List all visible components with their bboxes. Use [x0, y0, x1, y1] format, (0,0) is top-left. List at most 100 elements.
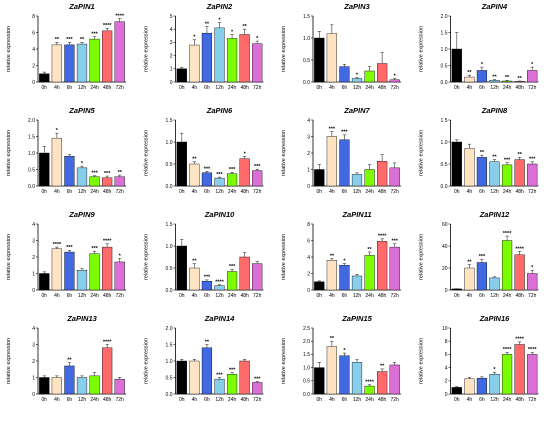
significance-label: ***	[91, 171, 98, 177]
bar	[464, 148, 475, 187]
y-tick-label: 3	[32, 238, 35, 244]
bar	[214, 27, 225, 83]
x-tick-label: 48h	[515, 293, 524, 299]
x-tick-label: 48h	[515, 189, 524, 195]
x-tick-label: 72h	[391, 293, 400, 299]
y-tick-label: 1.0	[166, 244, 173, 250]
x-tick-label: 4h	[467, 189, 473, 195]
y-tick-label: 8	[445, 339, 448, 345]
x-tick-label: 72h	[253, 189, 262, 195]
significance-label: **	[380, 364, 385, 370]
y-tick-label: 0.0	[441, 184, 448, 190]
y-tick-label: 3	[170, 40, 173, 46]
bar	[501, 164, 513, 187]
bar	[314, 281, 325, 291]
chart-title: ZaPIN15	[341, 314, 372, 323]
y-axis-label: relative expression	[281, 130, 287, 176]
y-tick-label: 0.5	[166, 162, 173, 168]
bar	[89, 375, 100, 395]
x-tick-label: 12h	[490, 293, 499, 299]
x-tick-label: 12h	[215, 397, 224, 403]
bar	[76, 43, 88, 83]
y-axis-label: relative expression	[281, 338, 287, 384]
bar	[364, 70, 375, 83]
significance-label: ***	[392, 239, 399, 245]
y-tick-label: 10	[442, 326, 448, 332]
bar	[527, 70, 538, 83]
bar	[39, 377, 50, 395]
bar	[326, 346, 337, 395]
x-tick-label: 6h	[342, 397, 348, 403]
x-tick-label: 24h	[90, 189, 99, 195]
significance-label: ***	[229, 264, 236, 270]
x-tick-label: 4h	[192, 293, 198, 299]
y-tick-label: 1.0	[166, 140, 173, 146]
y-axis-label: relative expression	[144, 338, 150, 384]
significance-label: ****	[528, 347, 537, 353]
x-tick-label: 12h	[353, 85, 362, 91]
x-tick-label: 6h	[342, 293, 348, 299]
y-tick-label: 4	[307, 255, 310, 261]
bar	[214, 177, 225, 187]
chart-zapin1: ZaPIN1 relative expression 0 2 4 6 8 0h ** 4h *** 6…	[6, 2, 126, 91]
x-tick-label: 48h	[240, 293, 249, 299]
y-tick-label: 1	[32, 271, 35, 277]
y-tick-label: 4	[307, 118, 310, 124]
significance-label: ****	[103, 23, 112, 29]
significance-label: ***	[341, 130, 348, 136]
x-tick-label: 0h	[179, 85, 185, 91]
bar	[201, 172, 213, 187]
significance-label: ***	[66, 245, 73, 251]
y-tick-label: 1.5	[166, 222, 173, 228]
x-tick-label: 72h	[528, 85, 537, 91]
bar	[76, 167, 88, 187]
bar	[226, 38, 238, 83]
y-tick-label: 6	[445, 352, 448, 358]
chart-title: ZaPIN5	[68, 106, 95, 115]
bar	[389, 79, 400, 83]
x-tick-label: 6h	[342, 189, 348, 195]
x-tick-label: 48h	[103, 189, 112, 195]
bar	[214, 285, 225, 291]
x-tick-label: 6h	[67, 189, 73, 195]
chart-zapin15: ZaPIN15 relative expression 0.0 0.5 1.0 1.5 2.…	[281, 314, 401, 403]
bar	[239, 34, 250, 83]
x-tick-label: 72h	[253, 293, 262, 299]
x-tick-label: 6h	[479, 293, 485, 299]
chart-zapin4: ZaPIN4 relative expression 0.0 0.5 1.0 1.5 2.0…	[419, 2, 539, 91]
x-tick-label: 24h	[503, 189, 512, 195]
bar	[389, 246, 400, 291]
x-tick-label: 24h	[228, 397, 237, 403]
bar	[201, 32, 213, 83]
y-tick-label: 3	[32, 342, 35, 348]
x-tick-label: 12h	[490, 397, 499, 403]
bar	[527, 163, 538, 187]
bar	[451, 288, 462, 291]
y-tick-label: 2	[32, 255, 35, 261]
significance-label: *	[531, 265, 534, 271]
y-tick-label: 1.5	[441, 30, 448, 36]
y-axis-label: relative expression	[144, 26, 150, 72]
bar	[214, 378, 225, 395]
bar	[226, 374, 238, 395]
bar	[451, 387, 462, 395]
significance-label: ****	[115, 13, 124, 19]
x-tick-label: 0h	[317, 293, 323, 299]
x-tick-label: 0h	[454, 293, 460, 299]
y-tick-label: 6	[32, 30, 35, 36]
significance-label: *	[493, 367, 496, 373]
bar	[451, 48, 462, 83]
x-tick-label: 24h	[365, 293, 374, 299]
bar	[527, 354, 538, 395]
bar	[464, 76, 475, 83]
bar	[489, 161, 500, 187]
y-tick-label: 0.0	[441, 80, 448, 86]
bar	[51, 44, 62, 83]
y-tick-label: 1.0	[303, 36, 310, 42]
x-tick-label: 48h	[103, 397, 112, 403]
y-tick-label: 2.0	[441, 14, 448, 20]
bar	[176, 360, 187, 395]
y-tick-label: 40	[442, 244, 448, 250]
significance-label: ***	[254, 376, 261, 382]
chart-zapin5: ZaPIN5 relative expression 0.0 0.5 1.0 1.5 2.0…	[6, 106, 126, 195]
